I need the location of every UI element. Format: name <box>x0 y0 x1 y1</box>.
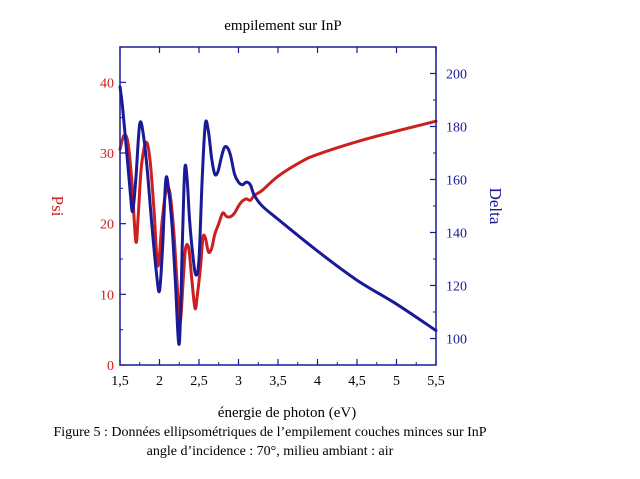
plot-frame <box>119 46 437 366</box>
right-tick-label: 140 <box>446 227 467 242</box>
x-tick-label: 4 <box>314 374 321 389</box>
series-line-psi <box>118 119 438 325</box>
chart-title: empilement sur InP <box>224 18 341 34</box>
right-tick-label: 200 <box>446 68 467 83</box>
x-tick-label: 3,5 <box>269 374 287 389</box>
x-tick-label: 3 <box>235 374 242 389</box>
right-tick-label: 160 <box>446 174 467 189</box>
left-tick-label: 0 <box>107 359 114 374</box>
figure-caption-line-2: angle d’incidence : 70°, milieu ambiant … <box>146 444 394 459</box>
left-axis-label: Psi <box>48 196 67 217</box>
right-axis-label: Delta <box>486 188 505 225</box>
right-tick-label: 100 <box>446 333 467 348</box>
left-axis-ticks: 0 10 20 30 40 <box>100 76 126 374</box>
x-tick-label: 2 <box>156 374 163 389</box>
left-tick-label: 40 <box>100 76 114 91</box>
left-tick-label: 20 <box>100 218 114 233</box>
x-tick-label: 1,5 <box>111 374 129 389</box>
x-tick-label: 2,5 <box>190 374 208 389</box>
right-tick-label: 180 <box>446 121 467 136</box>
plot-series <box>118 85 438 346</box>
x-tick-label: 5 <box>393 374 400 389</box>
x-axis-ticks: 1,5 2 2,5 3 3,5 4 4,5 5 5,5 <box>111 47 445 389</box>
figure-caption-line-1: Figure 5 : Données ellipsométriques de l… <box>53 425 487 440</box>
series-line-delta <box>118 85 438 346</box>
right-tick-label: 120 <box>446 280 467 295</box>
left-tick-label: 30 <box>100 147 114 162</box>
x-axis-label: énergie de photon (eV) <box>218 405 356 421</box>
x-tick-label: 5,5 <box>427 374 445 389</box>
left-tick-label: 10 <box>100 288 114 303</box>
right-axis-ticks: 100 120 140 160 180 200 <box>430 68 467 348</box>
x-tick-label: 4,5 <box>348 374 366 389</box>
